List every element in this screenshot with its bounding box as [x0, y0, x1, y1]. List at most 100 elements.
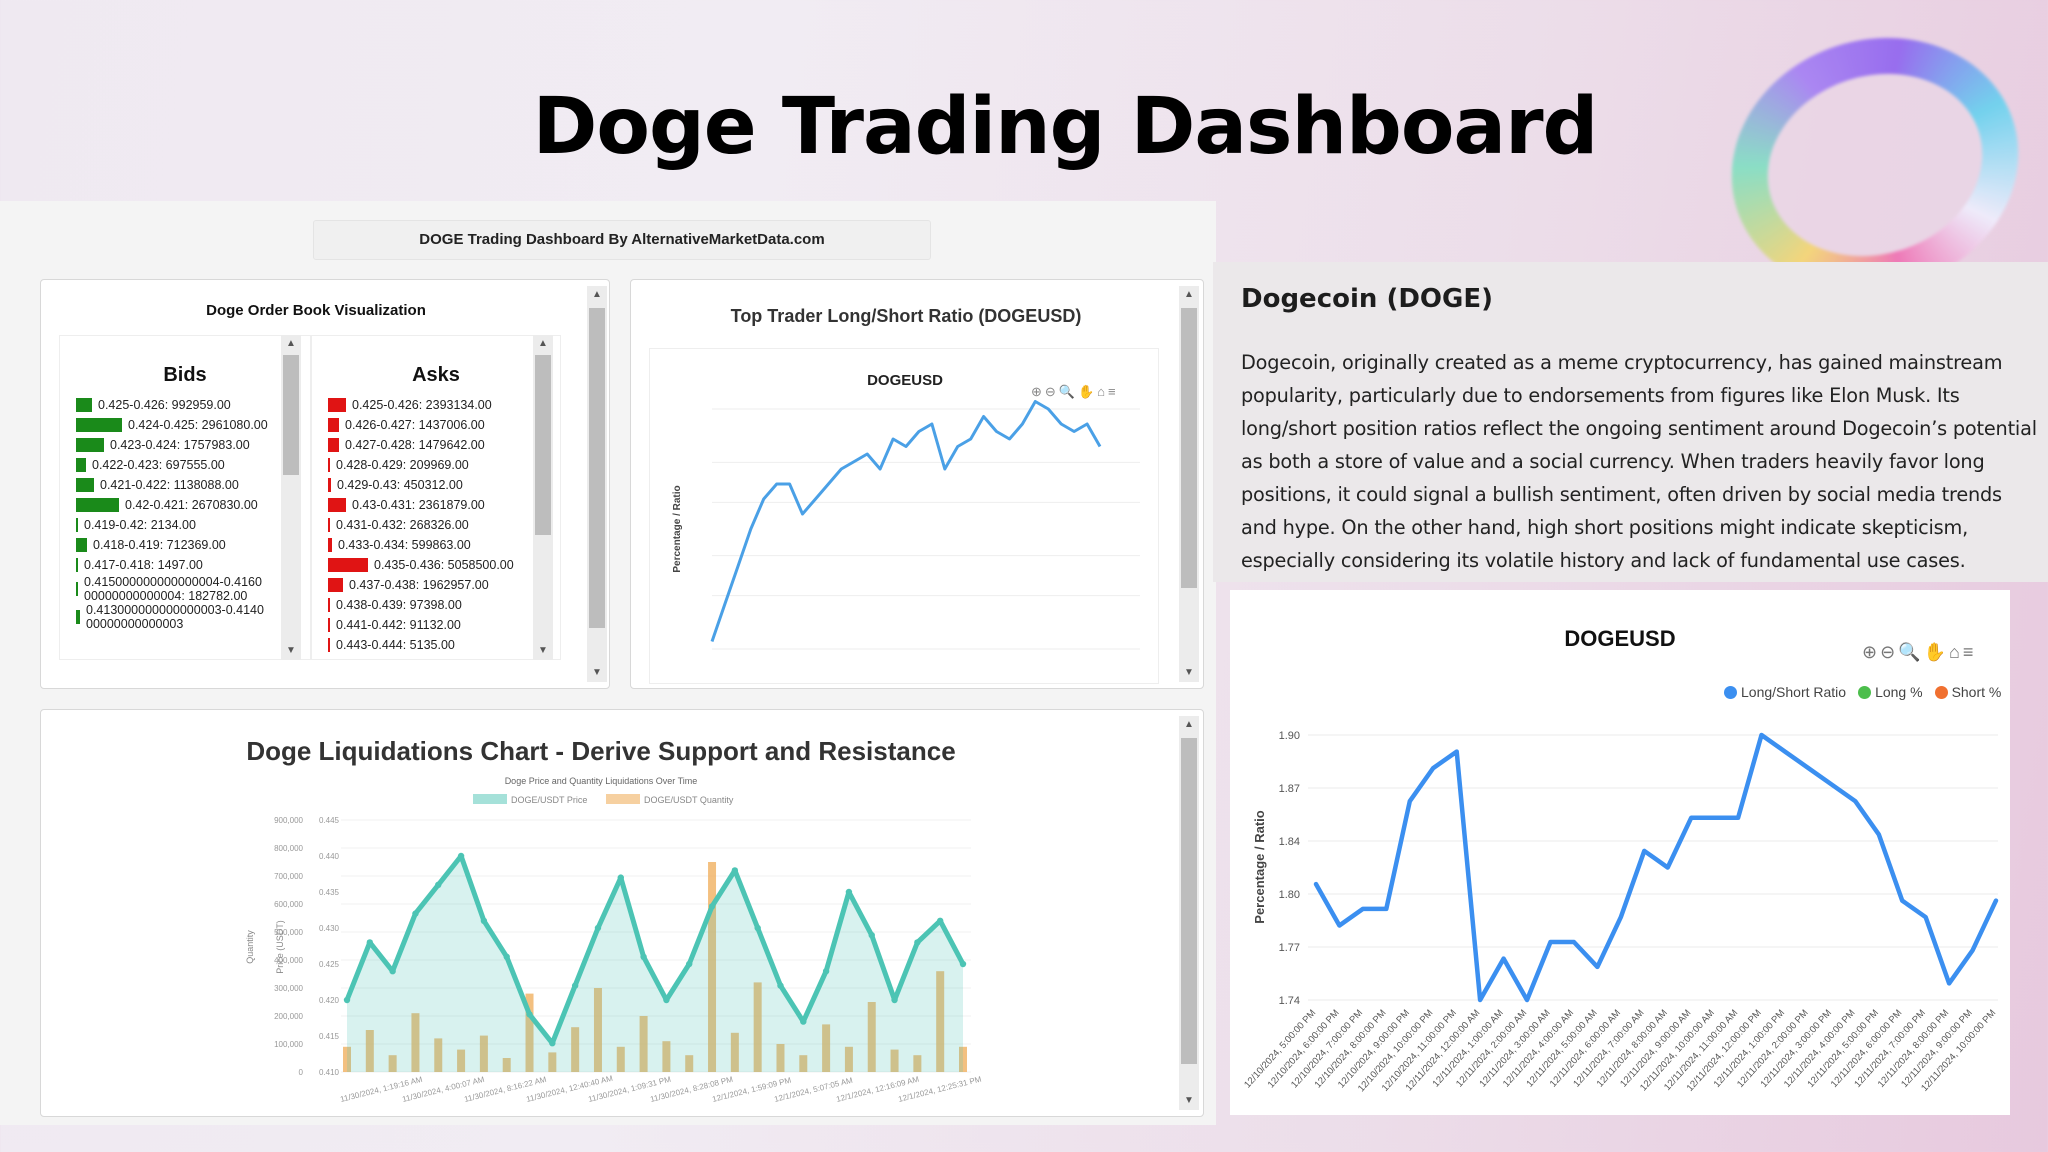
big-chart-y-tick: 1.74: [1279, 995, 1300, 1007]
price-point: [594, 924, 602, 932]
ask-volume-bar: [328, 438, 339, 452]
ask-row: 0.438-0.439: 97398.00: [312, 595, 560, 615]
legend-dot-icon: [1858, 686, 1872, 699]
ask-row: 0.441-0.442: 91132.00: [312, 615, 560, 635]
ask-volume-bar: [328, 538, 332, 552]
scroll-up-arrow-icon[interactable]: ▲: [538, 338, 548, 349]
scroll-thumb[interactable]: [1181, 308, 1197, 588]
quantity-bar: [365, 1030, 374, 1072]
scroll-down-arrow-icon[interactable]: ▼: [592, 667, 602, 678]
dogeusd-large-chart-card: DOGEUSD ⊕⊖🔍✋⌂≡ Long/Short Ratio Long % Sho…: [1230, 590, 2010, 1115]
liquidations-scrollbar[interactable]: ▲ ▼: [1179, 716, 1199, 1110]
ask-volume-bar: [328, 638, 330, 652]
bid-volume-bar: [76, 478, 94, 492]
scroll-thumb[interactable]: [1181, 738, 1197, 1064]
quantity-bar: [548, 1052, 557, 1072]
quantity-bar: [936, 971, 945, 1072]
scroll-thumb[interactable]: [589, 308, 605, 628]
scroll-down-arrow-icon[interactable]: ▼: [286, 645, 296, 656]
ask-row-label: 0.438-0.439: 97398.00: [336, 598, 462, 612]
small-chart-toolbar[interactable]: ⊕⊖🔍✋⌂≡: [1031, 384, 1119, 399]
price-point: [366, 939, 374, 946]
ask-row-label: 0.427-0.428: 1479642.00: [345, 438, 485, 452]
bid-row: 0.418-0.419: 712369.00: [60, 535, 310, 555]
bid-volume-bar: [76, 610, 80, 624]
price-point: [731, 867, 739, 874]
bid-row: 0.425-0.426: 992959.00: [60, 395, 310, 415]
bid-volume-bar: [76, 418, 122, 432]
quantity-tick-label: 0: [299, 1068, 304, 1077]
big-ratio-chart: Percentage / Ratio 1.90 1.87 1.84 1.80 1.77 1.…: [1242, 730, 1999, 1094]
price-point: [412, 910, 419, 917]
ask-row: 0.425-0.426: 2393134.00: [312, 395, 560, 415]
liquidations-subtitle: Doge Price and Quantity Liquidations Ove…: [505, 776, 698, 786]
scroll-up-arrow-icon[interactable]: ▲: [592, 289, 602, 300]
scroll-up-arrow-icon[interactable]: ▲: [1184, 289, 1194, 300]
quantity-bar: [844, 1046, 853, 1072]
ask-volume-bar: [328, 418, 339, 432]
quantity-bar: [776, 1044, 785, 1072]
price-point: [457, 852, 465, 860]
bid-row: 0.421-0.422: 1138088.00: [60, 475, 310, 495]
quantity-bar: [959, 1046, 967, 1072]
bid-volume-bar: [76, 582, 78, 596]
liquidations-title: Doge Liquidations Chart - Derive Support…: [246, 736, 956, 766]
liquidations-chart: Doge Price and Quantity Liquidations Ove…: [245, 776, 983, 1104]
ask-row-label: 0.43-0.431: 2361879.00: [352, 498, 485, 512]
dashboard-header: DOGE Trading Dashboard By AlternativeMar…: [313, 220, 931, 260]
ask-volume-bar: [328, 498, 346, 512]
price-point: [868, 932, 875, 939]
asks-scrollbar[interactable]: ▲ ▼: [533, 335, 553, 660]
scroll-thumb[interactable]: [283, 355, 299, 475]
ask-volume-bar: [328, 518, 330, 532]
bids-scrollbar[interactable]: ▲ ▼: [281, 335, 301, 660]
legend-label: Long %: [1875, 684, 1923, 700]
price-point: [343, 996, 351, 1004]
price-point: [708, 903, 716, 910]
scroll-up-arrow-icon[interactable]: ▲: [286, 338, 296, 349]
bid-row: 0.42-0.421: 2670830.00: [60, 495, 310, 515]
bid-row-label: 0.418-0.419: 712369.00: [93, 538, 226, 552]
bid-row-label: 0.42-0.421: 2670830.00: [125, 498, 258, 512]
bid-row: 0.413000000000000003-0.41400000000000000…: [60, 603, 310, 631]
legend-price-swatch: [473, 794, 507, 804]
liquidations-card: Doge Liquidations Chart - Derive Support…: [40, 709, 1204, 1117]
bid-row: 0.424-0.425: 2961080.00: [60, 415, 310, 435]
scroll-down-arrow-icon[interactable]: ▼: [538, 645, 548, 656]
price-point: [480, 917, 488, 924]
legend-quantity-label: DOGE/USDT Quantity: [644, 795, 734, 805]
quantity-bar: [457, 1049, 466, 1072]
big-chart-toolbar[interactable]: ⊕⊖🔍✋⌂≡: [1862, 642, 1977, 662]
order-book-scrollbar[interactable]: ▲ ▼: [587, 286, 607, 682]
price-point: [663, 996, 670, 1004]
ask-volume-bar: [328, 478, 331, 492]
ask-row-label: 0.443-0.444: 5135.00: [336, 638, 455, 652]
ask-row-label: 0.441-0.442: 91132.00: [336, 618, 461, 632]
legend-item[interactable]: Long/Short Ratio: [1724, 684, 1846, 700]
quantity-tick-label: 800,000: [274, 844, 303, 853]
scroll-thumb[interactable]: [535, 355, 551, 535]
ask-volume-bar: [328, 618, 330, 632]
big-chart-series-line: [1313, 732, 1999, 1003]
legend-item[interactable]: Long %: [1858, 684, 1923, 700]
quantity-bar: [411, 1013, 420, 1072]
price-point: [526, 1011, 533, 1018]
quantity-tick-label: 600,000: [274, 900, 303, 909]
bid-volume-bar: [76, 458, 86, 472]
bid-row-label: 0.413000000000000003-0.41400000000000000…: [86, 603, 264, 631]
ratio-card-scrollbar[interactable]: ▲ ▼: [1179, 286, 1199, 682]
bid-volume-bar: [76, 398, 92, 412]
small-chart-ylabel: Percentage / Ratio: [672, 485, 683, 572]
big-chart-y-tick: 1.87: [1279, 783, 1300, 795]
scroll-down-arrow-icon[interactable]: ▼: [1184, 667, 1194, 678]
ask-row: 0.431-0.432: 268326.00: [312, 515, 560, 535]
scroll-up-arrow-icon[interactable]: ▲: [1184, 719, 1194, 730]
scroll-down-arrow-icon[interactable]: ▼: [1184, 1095, 1194, 1106]
price-point: [800, 1018, 807, 1025]
price-point: [914, 939, 921, 946]
price-tick-label: 0.435: [319, 888, 340, 897]
legend-item[interactable]: Short %: [1934, 684, 2001, 700]
big-chart-title: DOGEUSD: [1564, 626, 1676, 651]
page-title: Doge Trading Dashboard: [532, 82, 1599, 172]
quantity-bar: [388, 1055, 397, 1072]
